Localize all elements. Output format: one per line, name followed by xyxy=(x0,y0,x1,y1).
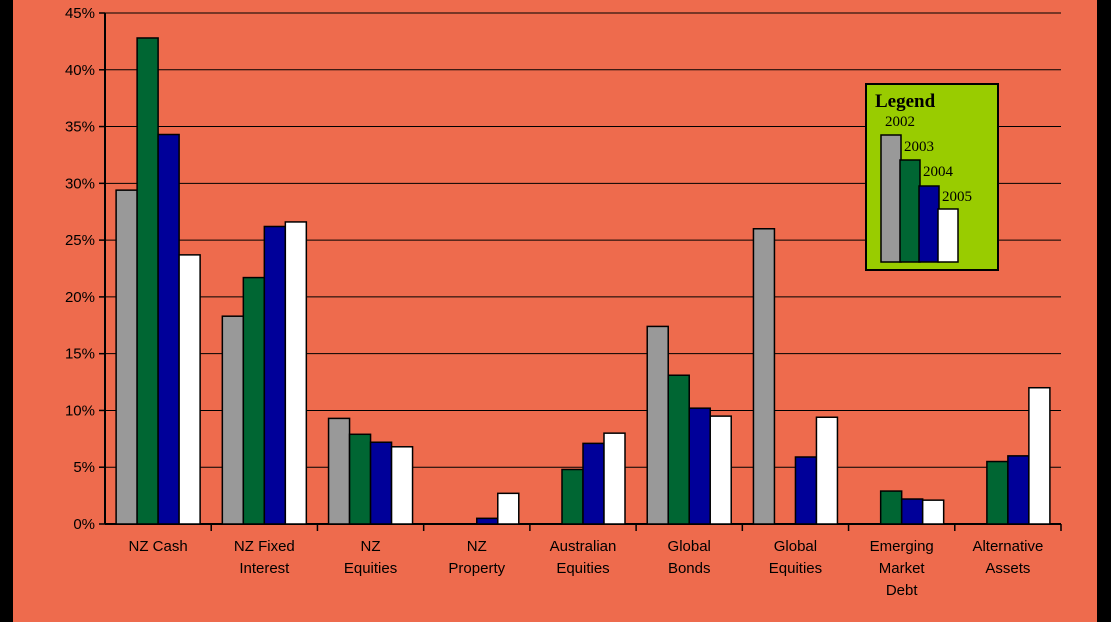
legend-swatch xyxy=(899,159,921,263)
bar xyxy=(157,133,180,525)
x-category-label: Alternative xyxy=(972,538,1043,555)
x-category-label: Property xyxy=(448,560,505,577)
y-tick-label: 45% xyxy=(65,5,95,22)
bar xyxy=(646,325,669,525)
x-category-label: Australian xyxy=(550,538,617,555)
bar xyxy=(390,446,414,525)
bar xyxy=(369,441,393,525)
bar xyxy=(497,492,520,525)
bar xyxy=(1007,455,1030,525)
x-category-label: Equities xyxy=(344,560,397,577)
y-tick-label: 40% xyxy=(65,62,95,79)
x-category-label: Global xyxy=(668,538,711,555)
bar xyxy=(879,490,903,525)
bar xyxy=(752,228,776,525)
bar xyxy=(986,460,1009,525)
y-tick-label: 35% xyxy=(65,119,95,136)
y-tick-label: 0% xyxy=(73,516,95,533)
bar xyxy=(709,415,732,525)
y-tick-label: 25% xyxy=(65,232,95,249)
x-category-label: Emerging xyxy=(870,538,934,555)
legend-label: 2005 xyxy=(942,189,972,205)
x-category-label: Equities xyxy=(556,560,609,577)
bar xyxy=(178,254,201,525)
x-category-label: Global xyxy=(774,538,817,555)
bar xyxy=(667,374,690,525)
x-category-label: Bonds xyxy=(668,560,711,577)
bar xyxy=(221,315,245,525)
bar xyxy=(263,225,287,525)
x-category-label: Market xyxy=(879,560,926,577)
bar xyxy=(348,433,372,525)
legend-swatch xyxy=(918,185,940,263)
x-category-label: NZ xyxy=(467,538,487,555)
x-category-label: NZ xyxy=(361,538,381,555)
bar xyxy=(688,407,711,525)
x-category-label: Interest xyxy=(239,560,290,577)
legend: Legend 2002 2003 2004 2005 xyxy=(865,83,999,271)
bar xyxy=(1028,386,1051,525)
x-category-label: NZ Fixed xyxy=(234,538,295,555)
bar xyxy=(582,442,605,525)
y-tick-label: 5% xyxy=(73,459,95,476)
y-tick-label: 15% xyxy=(65,346,95,363)
y-tick-label: 20% xyxy=(65,289,95,306)
bar xyxy=(815,416,839,525)
x-category-label: Debt xyxy=(886,582,919,599)
chart-frame: 0% 5% 10% 15% 20% 25% 30% 35% 40% 45% NZ Cash NZ Fi… xyxy=(13,0,1097,622)
x-category-label: Assets xyxy=(985,560,1030,577)
bar xyxy=(561,468,584,525)
legend-swatch xyxy=(880,134,902,263)
bar xyxy=(476,517,499,525)
bar xyxy=(115,189,138,525)
y-tick-label: 10% xyxy=(65,402,95,419)
legend-label: 2002 xyxy=(885,114,915,130)
x-category-label: Equities xyxy=(769,560,822,577)
bar xyxy=(327,417,351,525)
legend-swatch xyxy=(937,208,959,263)
bar xyxy=(900,498,924,525)
bar xyxy=(284,221,308,525)
legend-title: Legend xyxy=(875,91,936,112)
y-tick-label: 30% xyxy=(65,175,95,192)
legend-label: 2004 xyxy=(923,164,954,180)
bar xyxy=(603,432,626,525)
bar xyxy=(242,276,266,525)
bar xyxy=(794,456,818,525)
bar xyxy=(136,37,159,525)
x-category-label: NZ Cash xyxy=(129,538,188,555)
legend-label: 2003 xyxy=(904,139,934,155)
bar-chart: 0% 5% 10% 15% 20% 25% 30% 35% 40% 45% NZ Cash NZ Fi… xyxy=(65,5,1062,599)
bar xyxy=(921,499,945,525)
